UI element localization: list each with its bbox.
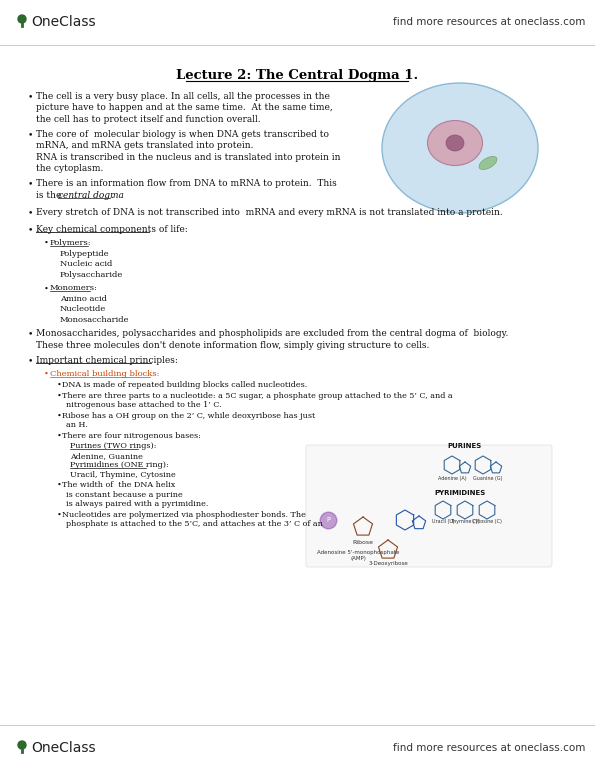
Text: phosphate is attached to the 5’C, and attaches at the 3’ C of an: phosphate is attached to the 5’C, and at… [66,521,323,528]
Text: •: • [28,179,33,189]
Text: Guanine (G): Guanine (G) [473,476,503,481]
Text: •: • [28,330,33,339]
Text: Uracil, Thymine, Cytosine: Uracil, Thymine, Cytosine [70,470,176,479]
Text: an H.: an H. [66,421,88,430]
Text: Polysaccharide: Polysaccharide [60,271,123,279]
Text: find more resources at oneclass.com: find more resources at oneclass.com [393,743,585,753]
Text: OneClass: OneClass [31,15,96,29]
Text: •: • [57,381,62,390]
FancyBboxPatch shape [306,445,552,567]
Text: .: . [110,191,113,200]
Text: P: P [326,517,330,523]
Circle shape [18,741,26,749]
Text: Chemical building blocks:: Chemical building blocks: [50,370,159,378]
Ellipse shape [382,83,538,213]
Text: Pyrimidines (ONE ring):: Pyrimidines (ONE ring): [70,461,169,469]
Text: DNA is made of repeated building blocks called nucleotides.: DNA is made of repeated building blocks … [62,381,307,390]
Text: the cytoplasm.: the cytoplasm. [36,165,104,173]
Text: central dogma: central dogma [58,191,124,200]
Text: mRNA, and mRNA gets translated into protein.: mRNA, and mRNA gets translated into prot… [36,142,253,150]
Text: Nucleic acid: Nucleic acid [60,260,112,268]
Ellipse shape [427,120,483,166]
Text: OneClass: OneClass [31,741,96,755]
Text: •: • [57,432,62,440]
Text: Amino acid: Amino acid [60,295,107,303]
Text: •: • [44,239,49,247]
Text: Adenine, Guanine: Adenine, Guanine [70,452,143,460]
Circle shape [18,15,26,23]
Text: is the: is the [36,191,64,200]
Text: •: • [57,511,62,519]
Text: Monosaccharides, polysaccharides and phospholipids are excluded from the central: Monosaccharides, polysaccharides and pho… [36,330,508,339]
Text: Polymers:: Polymers: [50,239,92,247]
Text: Ribose has a OH group on the 2’ C, while deoxyribose has just: Ribose has a OH group on the 2’ C, while… [62,412,315,420]
Text: Key chemical components of life:: Key chemical components of life: [36,226,188,234]
Text: Cytosine (C): Cytosine (C) [472,519,502,524]
Text: nitrogenous base attached to the 1’ C.: nitrogenous base attached to the 1’ C. [66,401,221,410]
Text: Thymine (T): Thymine (T) [450,519,480,524]
Text: The cell is a very busy place. In all cells, all the processes in the: The cell is a very busy place. In all ce… [36,92,330,101]
Text: RNA is transcribed in the nucleus and is translated into protein in: RNA is transcribed in the nucleus and is… [36,153,340,162]
Text: The core of  molecular biology is when DNA gets transcribed to: The core of molecular biology is when DN… [36,130,329,139]
Text: •: • [57,392,62,400]
Text: is always paired with a pyrimidine.: is always paired with a pyrimidine. [66,500,208,508]
Text: Purines (TWO rings):: Purines (TWO rings): [70,442,156,450]
Ellipse shape [446,135,464,151]
Text: Polypeptide: Polypeptide [60,249,109,258]
Text: Adenine (A): Adenine (A) [438,476,466,481]
Text: •: • [57,412,62,420]
Text: There are three parts to a nucleotide: a 5C sugar, a phosphate group attached to: There are three parts to a nucleotide: a… [62,392,453,400]
Text: Monosaccharide: Monosaccharide [60,316,130,324]
Text: •: • [44,284,49,293]
Text: •: • [28,92,33,101]
Text: Ribose: Ribose [352,541,374,545]
Text: •: • [28,356,33,365]
Text: •: • [57,481,62,489]
Text: •: • [28,226,33,234]
Text: the cell has to protect itself and function overall.: the cell has to protect itself and funct… [36,115,261,124]
Text: find more resources at oneclass.com: find more resources at oneclass.com [393,17,585,27]
Text: PURINES: PURINES [448,443,482,449]
Text: There is an information flow from DNA to mRNA to protein.  This: There is an information flow from DNA to… [36,179,337,189]
Text: Nucleotides are polymerized via phosphodiester bonds. The: Nucleotides are polymerized via phosphod… [62,511,306,519]
Text: Adenosine 5'-monophosphate
(AMP): Adenosine 5'-monophosphate (AMP) [317,551,399,561]
Text: Important chemical principles:: Important chemical principles: [36,356,178,365]
Text: The width of  the DNA helix: The width of the DNA helix [62,481,176,489]
Ellipse shape [479,156,497,169]
Text: Uracil (U): Uracil (U) [431,519,455,524]
Text: PYRIMIDINES: PYRIMIDINES [434,490,486,496]
Text: picture have to happen and at the same time.  At the same time,: picture have to happen and at the same t… [36,103,333,112]
Text: Monomers:: Monomers: [50,284,98,293]
Text: Every stretch of DNA is not transcribed into  mRNA and every mRNA is not transla: Every stretch of DNA is not transcribed … [36,208,503,217]
Text: Nucleotide: Nucleotide [60,306,107,313]
Text: is constant because a purine: is constant because a purine [66,490,183,499]
Text: These three molecules don't denote information flow, simply giving structure to : These three molecules don't denote infor… [36,341,430,350]
Text: •: • [28,208,33,217]
Text: Lecture 2: The Central Dogma 1.: Lecture 2: The Central Dogma 1. [176,69,418,82]
Text: •: • [44,370,49,378]
Text: There are four nitrogenous bases:: There are four nitrogenous bases: [62,432,201,440]
Text: 3-Deoxyribose: 3-Deoxyribose [368,561,408,566]
Text: •: • [28,130,33,139]
